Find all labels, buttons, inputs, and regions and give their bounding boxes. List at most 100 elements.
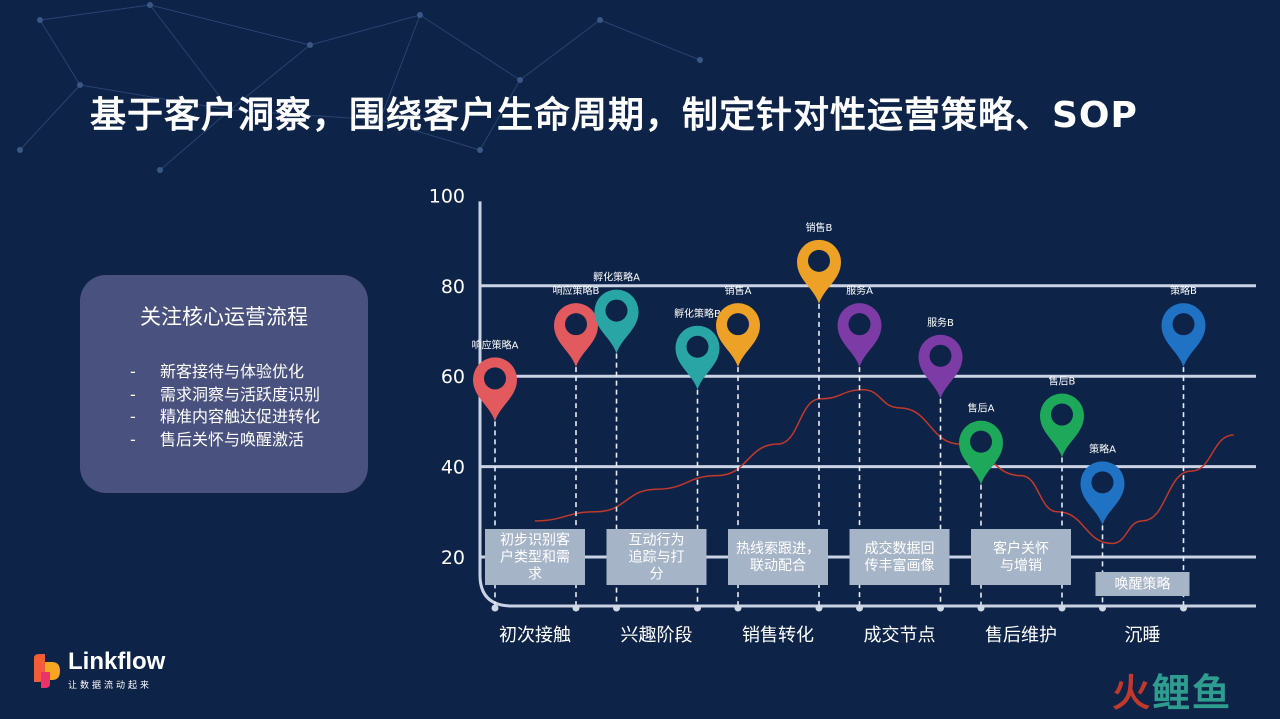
stage-box-text: 与增销 [1000,558,1042,574]
network-link [39,19,81,86]
marker-label: 销售A [725,284,752,297]
x-tick-label: 初次接触 [499,625,571,646]
stage-box-text: 热线索跟进， [736,540,820,557]
y-tick-label: 100 [429,185,465,207]
network-node [227,107,233,113]
network-link [19,84,81,151]
focus-list-item: - 新客接待与体验优化 [130,361,368,384]
marker-label: 策略A [1089,442,1116,455]
marker-label: 策略B [1170,284,1197,297]
marker-label: 服务A [846,284,873,297]
map-pin-hole [565,313,587,336]
stage-box-text: 唤醒策略 [1115,576,1171,593]
axis-dot [734,604,742,612]
marker-label: 响应策略A [472,338,519,351]
list-dash: - [130,384,136,404]
focus-list-item: - 精准内容触达促进转化 [130,406,368,429]
network-link [309,14,421,46]
axis-dot [937,604,944,612]
network-node [77,82,83,88]
map-pin-hole [848,313,871,336]
stage-box [849,529,950,585]
x-tick-label: 成交节点 [864,625,936,646]
logo-name: Linkflow [68,648,166,675]
axis-dot [977,604,985,612]
axis-dot [815,604,823,612]
focus-card: 关注核心运营流程 - 新客接待与体验优化 - 需求洞察与活跃度识别 - 精准内容触达促… [80,275,368,493]
watermark-part1: 火 [1112,671,1153,715]
stage-box-text: 求 [528,567,542,583]
network-node [477,147,483,153]
marker-label: 售后A [968,402,995,415]
network-link [479,79,521,151]
y-tick-label: 60 [441,366,465,388]
marker-label: 服务B [927,316,954,329]
axis-dot [856,604,863,612]
axis-dot [1099,604,1106,612]
list-item-text: 需求洞察与活跃度识别 [160,384,321,404]
network-link [379,14,421,121]
network-link [599,19,701,61]
stage-box-text: 追踪与打 [629,549,685,566]
list-dash: - [130,407,136,426]
stage-box-text: 户类型和需 [500,549,570,566]
y-tick-label: 80 [441,276,465,298]
stage-box-text: 成交数据回 [865,540,935,557]
network-link [519,19,601,81]
map-pin-hole [808,249,830,272]
network-node [37,17,43,23]
map-pin-hole [970,430,992,453]
stage-box-text: 互动行为 [629,533,685,549]
map-pin-hole [484,367,506,390]
marker-label: 响应策略B [553,284,600,297]
x-tick-label: 销售转化 [742,625,814,646]
stage-box-text: 传丰富画像 [865,557,935,574]
x-tick-label: 沉睡 [1125,625,1161,646]
stage-box [728,529,828,585]
x-tick-label: 兴趣阶段 [621,625,693,646]
list-item-text: 新客接待与体验优化 [160,362,305,381]
network-node [307,42,313,48]
axis-line [478,201,1256,608]
network-link [149,4,311,46]
network-node [147,2,153,8]
marker-label: 销售B [806,221,833,234]
network-node [17,147,23,153]
linkflow-logo-icon [34,654,60,688]
network-link [419,14,521,81]
logo-slogan: 让数据流动起来 [68,681,153,691]
network-link [79,84,231,111]
stage-box [1095,572,1190,596]
axis-dot [613,604,620,612]
network-link [149,4,231,111]
map-pin-hole [686,335,709,358]
network-node [597,17,603,23]
network-node [157,167,163,173]
network-node [517,77,523,83]
stage-box [485,529,585,585]
map-pin-hole [605,299,628,322]
stage-box-text: 联动配合 [750,558,806,574]
stage-box-text: 初步识别客 [500,532,570,549]
watermark: 火鲤鱼 [1112,673,1232,713]
marker-label: 售后B [1049,375,1076,388]
network-link [229,109,381,121]
marker-label: 孵化策略B [674,307,721,320]
axis-dot [694,604,701,612]
map-pin-hole [929,344,952,367]
network-link [159,109,231,171]
network-link [379,119,481,151]
stage-box [971,529,1071,585]
trend-line [534,389,1234,545]
page-title: 基于客户洞察，围绕客户生命周期，制定针对性运营策略、SOP [90,95,1138,136]
map-pin-hole [727,313,749,336]
network-node [377,117,383,123]
linkflow-logo: Linkflow 让数据流动起来 [30,648,165,694]
network-link [39,4,151,21]
stage-box-text: 客户关怀 [993,540,1049,557]
list-dash: - [130,429,136,449]
focus-list-item: - 需求洞察与活跃度识别 [130,384,368,407]
marker-label: 孵化策略A [593,271,640,284]
